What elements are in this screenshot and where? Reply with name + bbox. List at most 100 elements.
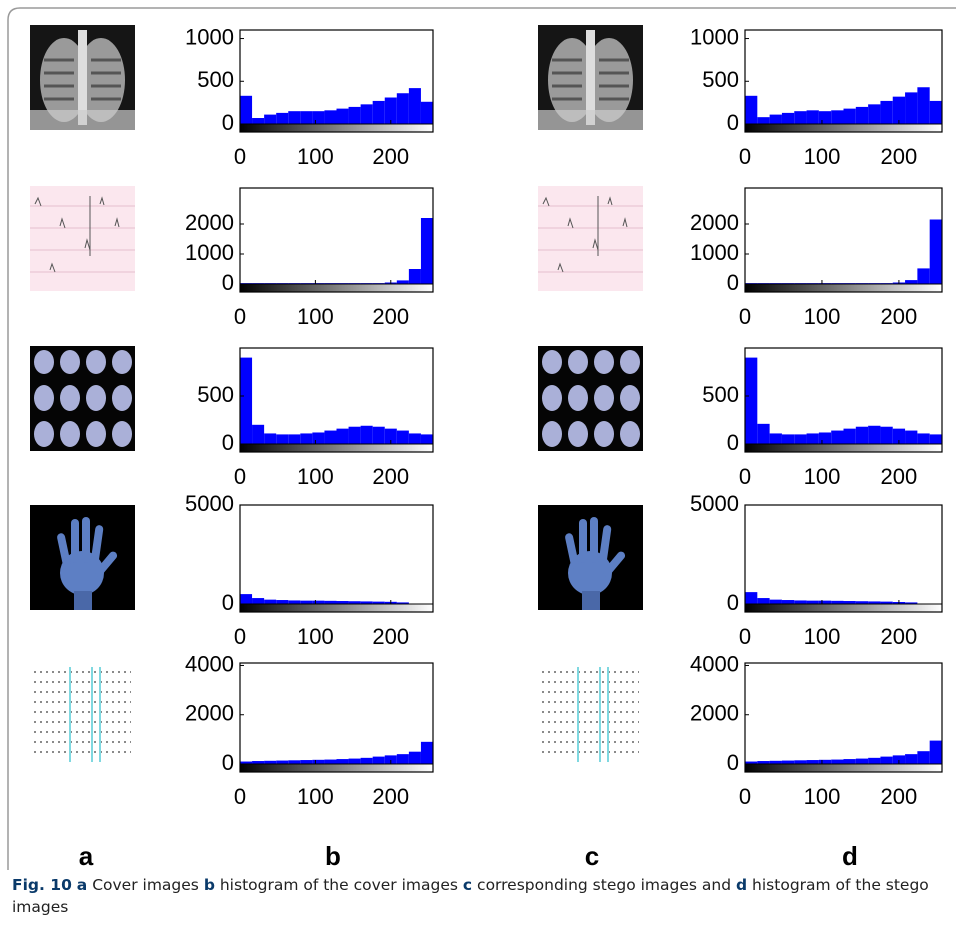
bar xyxy=(745,357,758,444)
bar xyxy=(757,423,770,444)
colorbar xyxy=(744,123,943,133)
bar xyxy=(408,433,421,444)
caption-key: d xyxy=(736,876,748,894)
bar xyxy=(396,280,409,284)
y-tick-label: 4000 xyxy=(690,651,739,676)
bar xyxy=(264,599,277,604)
bar xyxy=(420,101,433,124)
bar xyxy=(276,600,289,604)
bar xyxy=(794,760,807,764)
x-tick-label: 0 xyxy=(739,784,751,809)
colorbar xyxy=(744,763,943,773)
bar xyxy=(929,740,942,764)
bar xyxy=(384,97,397,124)
x-tick-label: 100 xyxy=(804,624,841,649)
bar xyxy=(324,110,337,124)
x-tick-label: 200 xyxy=(372,784,409,809)
colorbar xyxy=(744,603,943,613)
bar xyxy=(276,760,289,764)
bar xyxy=(806,760,819,764)
y-tick-label: 1000 xyxy=(185,240,234,265)
bar xyxy=(240,594,253,604)
bar xyxy=(276,434,289,444)
bar xyxy=(757,761,770,764)
bar xyxy=(781,112,795,124)
frame xyxy=(7,7,956,915)
bar xyxy=(300,433,313,444)
bar xyxy=(384,428,397,444)
histogram-bars xyxy=(745,357,942,444)
bar xyxy=(396,93,409,124)
bar xyxy=(868,757,881,764)
bar xyxy=(288,434,301,444)
panel-label: c xyxy=(585,841,599,870)
y-tick-label: 2000 xyxy=(690,210,739,235)
x-tick-label: 200 xyxy=(372,624,409,649)
x-tick-label: 200 xyxy=(372,464,409,489)
cover-image xyxy=(30,25,135,130)
colorbar xyxy=(239,603,434,613)
histogram-bars xyxy=(240,594,409,604)
y-tick-label: 5000 xyxy=(185,491,234,516)
bar xyxy=(794,434,807,444)
panel-label: d xyxy=(842,841,858,870)
bar xyxy=(831,600,844,604)
bar xyxy=(252,424,265,444)
x-tick-label: 100 xyxy=(297,784,334,809)
histogram-bars xyxy=(745,740,942,764)
bar xyxy=(240,95,253,124)
x-tick-label: 100 xyxy=(297,624,334,649)
bar xyxy=(868,601,881,604)
bar xyxy=(794,111,807,124)
x-tick-label: 0 xyxy=(234,624,246,649)
colorbar xyxy=(239,763,434,773)
histogram-bars xyxy=(745,592,918,604)
bar xyxy=(843,759,856,764)
bar xyxy=(252,761,265,764)
bar xyxy=(408,269,421,284)
bar xyxy=(855,106,869,124)
bar xyxy=(794,600,807,604)
bar xyxy=(880,426,893,444)
bar xyxy=(757,117,770,124)
y-tick-label: 0 xyxy=(222,110,234,135)
y-tick-label: 1000 xyxy=(690,24,739,49)
x-tick-label: 100 xyxy=(297,304,334,329)
bar xyxy=(745,592,758,604)
bar xyxy=(855,758,869,764)
bar xyxy=(360,601,373,604)
y-tick-label: 2000 xyxy=(185,701,234,726)
caption-text: histogram of the cover images xyxy=(219,876,458,894)
bar xyxy=(348,601,361,604)
plot-frame xyxy=(239,504,434,613)
bar xyxy=(855,601,869,604)
bar xyxy=(348,426,361,444)
y-tick-label: 0 xyxy=(222,750,234,775)
stego-image xyxy=(538,662,643,767)
bar xyxy=(360,425,373,444)
y-tick-label: 1000 xyxy=(690,240,739,265)
caption-key: a xyxy=(76,876,88,894)
bar xyxy=(781,434,795,444)
bar xyxy=(892,96,906,124)
y-tick-label: 0 xyxy=(727,110,739,135)
x-tick-label: 0 xyxy=(234,304,246,329)
bar xyxy=(420,741,433,764)
bar xyxy=(818,759,832,764)
histogram-bars xyxy=(240,218,433,284)
bar xyxy=(264,114,277,124)
stego-image xyxy=(538,25,643,130)
y-tick-label: 0 xyxy=(727,590,739,615)
bar xyxy=(769,114,782,124)
y-tick-label: 500 xyxy=(702,382,739,407)
bar xyxy=(312,759,325,764)
caption-key: c xyxy=(462,876,473,894)
y-tick-label: 500 xyxy=(702,67,739,92)
bar xyxy=(818,111,832,124)
bar xyxy=(264,433,277,444)
bar xyxy=(892,755,906,764)
bar xyxy=(288,600,301,604)
bar xyxy=(831,110,844,124)
bar xyxy=(818,432,832,444)
